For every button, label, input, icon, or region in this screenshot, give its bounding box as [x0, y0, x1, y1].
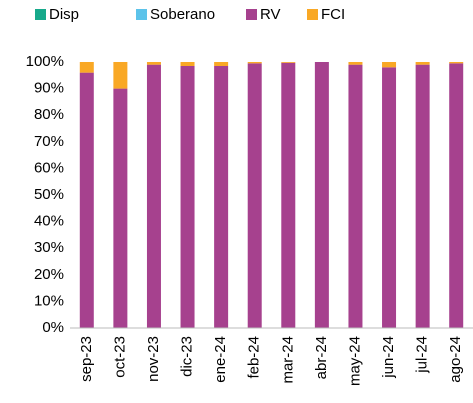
bar-segment	[79, 62, 94, 73]
bar-segment	[180, 65, 195, 329]
y-tick-label: 70%	[34, 133, 64, 150]
bar-segment	[214, 65, 229, 329]
x-tick-label: abr-24	[313, 336, 330, 379]
bar-segment	[113, 88, 128, 328]
legend-swatch	[246, 9, 257, 20]
y-tick-label: 60%	[34, 159, 64, 176]
x-tick-label: sep-23	[78, 336, 95, 382]
bar-segment	[382, 62, 397, 68]
legend-swatch	[307, 9, 318, 20]
x-tick-label: mar-24	[279, 336, 296, 384]
x-tick-label: ene-24	[212, 336, 229, 383]
x-tick-label: dic-23	[179, 336, 196, 377]
y-tick-label: 40%	[34, 213, 64, 230]
x-tick-label: ago-24	[447, 336, 464, 383]
bar-segment	[146, 64, 161, 328]
bar-segment	[113, 62, 128, 89]
legend-label: RV	[260, 6, 281, 23]
bar-segment	[382, 67, 397, 328]
legend-swatch	[35, 9, 46, 20]
bar-segment	[314, 62, 329, 328]
x-tick-label: oct-23	[111, 336, 128, 378]
bar-segment	[449, 62, 464, 64]
bar-segment	[449, 63, 464, 329]
y-tick-label: 30%	[34, 239, 64, 256]
y-tick-label: 0%	[42, 319, 64, 336]
bar-segment	[415, 64, 430, 328]
x-tick-label: jul-24	[414, 336, 431, 374]
bar-segment	[146, 62, 161, 65]
y-tick-label: 50%	[34, 186, 64, 203]
y-tick-label: 80%	[34, 106, 64, 123]
legend-label: FCI	[321, 6, 345, 23]
bar-segment	[348, 62, 363, 65]
bar-segment	[247, 63, 262, 329]
y-tick-label: 20%	[34, 266, 64, 283]
bar-segment	[348, 64, 363, 328]
y-tick-label: 10%	[34, 292, 64, 309]
y-tick-label: 90%	[34, 80, 64, 97]
bar-segment	[281, 62, 296, 63]
x-tick-label: feb-24	[246, 336, 263, 379]
bar-segment	[180, 62, 195, 66]
legend-label: Disp	[49, 6, 79, 23]
bar-segment	[214, 62, 229, 66]
bar-segment	[415, 62, 430, 65]
bar-segment	[79, 72, 94, 328]
y-tick-label: 100%	[26, 53, 64, 70]
x-tick-label: jun-24	[380, 336, 397, 379]
legend-label: Soberano	[150, 6, 215, 23]
bar-segment	[281, 62, 296, 328]
bar-segment	[247, 62, 262, 64]
legend-swatch	[136, 9, 147, 20]
x-tick-label: may-24	[346, 336, 363, 386]
x-tick-label: nov-23	[145, 336, 162, 382]
